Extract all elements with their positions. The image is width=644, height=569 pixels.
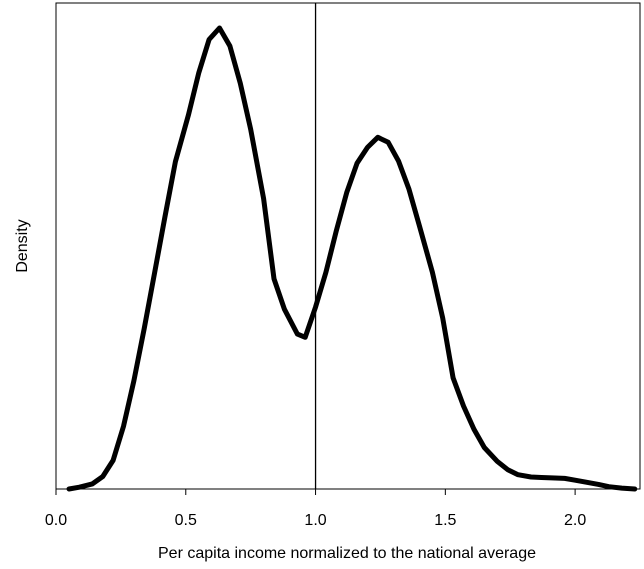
x-axis-title: Per capita income normalized to the nati… [158,545,536,562]
x-axis-tick-labels: 0.0 0.5 1.0 1.5 2.0 [45,512,586,529]
x-tick-label: 1.5 [434,512,456,529]
y-axis-title: Density [14,219,31,272]
x-tick-label: 0.5 [175,512,197,529]
x-tick-label: 2.0 [564,512,586,529]
x-tick-label: 1.0 [304,512,326,529]
density-curve [66,25,638,492]
x-axis-ticks [55,489,576,495]
plot-area-frame [55,2,641,490]
x-tick-label: 0.0 [45,512,67,529]
